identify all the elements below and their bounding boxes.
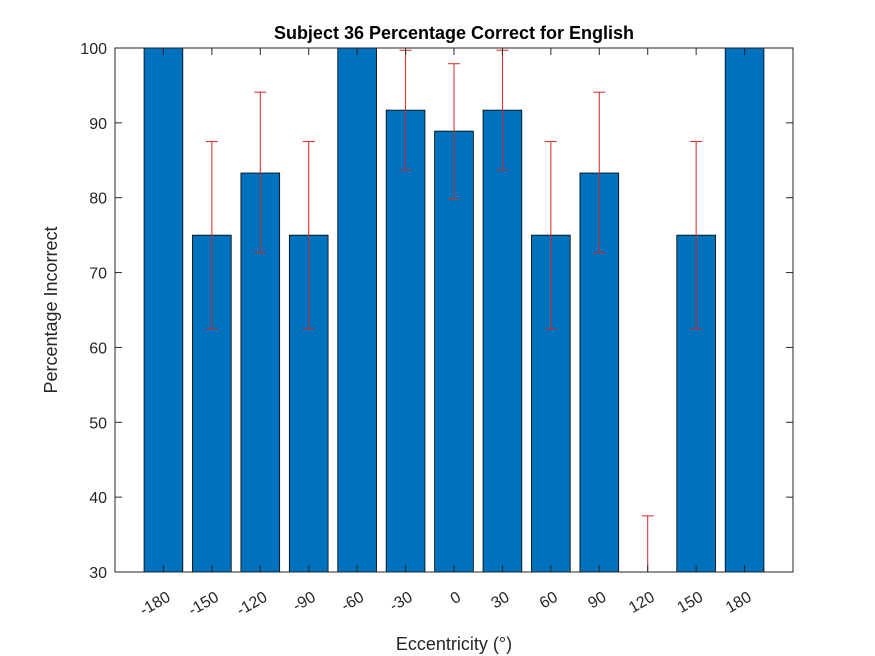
bars-group <box>143 47 765 573</box>
x-tick-label: -180 <box>137 589 173 620</box>
error-bar--90 <box>302 141 315 330</box>
bar--30 <box>385 109 426 573</box>
y-tick-label: 90 <box>89 116 107 133</box>
error-bar-90 <box>593 91 606 253</box>
x-tick-label: 150 <box>675 589 707 617</box>
bar--60 <box>337 47 377 573</box>
x-tick-label: 0 <box>448 589 464 608</box>
x-tick-label: -90 <box>290 589 319 615</box>
x-tick-label: 60 <box>537 589 561 613</box>
error-bar-60 <box>544 141 557 330</box>
y-tick-label: 100 <box>80 41 107 58</box>
y-axis: 30 40 50 60 70 80 90 100 <box>80 41 793 582</box>
error-bar--120 <box>254 91 267 253</box>
y-tick-label: 70 <box>89 266 107 283</box>
y-tick-label: 30 <box>89 565 107 582</box>
error-bars-group <box>205 49 703 572</box>
error-bar-120 <box>641 515 654 572</box>
y-tick-label: 50 <box>89 415 107 432</box>
x-tick-label: 180 <box>723 589 755 617</box>
x-tick-label: 30 <box>489 589 513 613</box>
error-bar-0 <box>448 63 460 199</box>
x-tick-label: -150 <box>186 589 222 620</box>
x-tick-label: -30 <box>387 589 416 615</box>
error-bar-150 <box>690 141 703 330</box>
bar--180 <box>143 47 184 573</box>
chart-title: Subject 36 Percentage Correct for Englis… <box>274 23 634 43</box>
y-tick-label: 80 <box>89 191 107 208</box>
bar-30 <box>482 109 523 573</box>
x-axis-label: Eccentricity (°) <box>396 634 512 654</box>
bar-180 <box>724 47 765 573</box>
y-tick-label: 40 <box>89 490 107 507</box>
y-axis-label: Percentage Incorrect <box>41 226 61 393</box>
x-tick-label: -120 <box>234 589 270 620</box>
x-tick-label: 90 <box>585 589 609 613</box>
y-tick-label: 60 <box>89 340 107 357</box>
error-bar--150 <box>205 141 218 330</box>
x-tick-label: -60 <box>339 589 368 615</box>
x-tick-label: 120 <box>626 589 658 617</box>
